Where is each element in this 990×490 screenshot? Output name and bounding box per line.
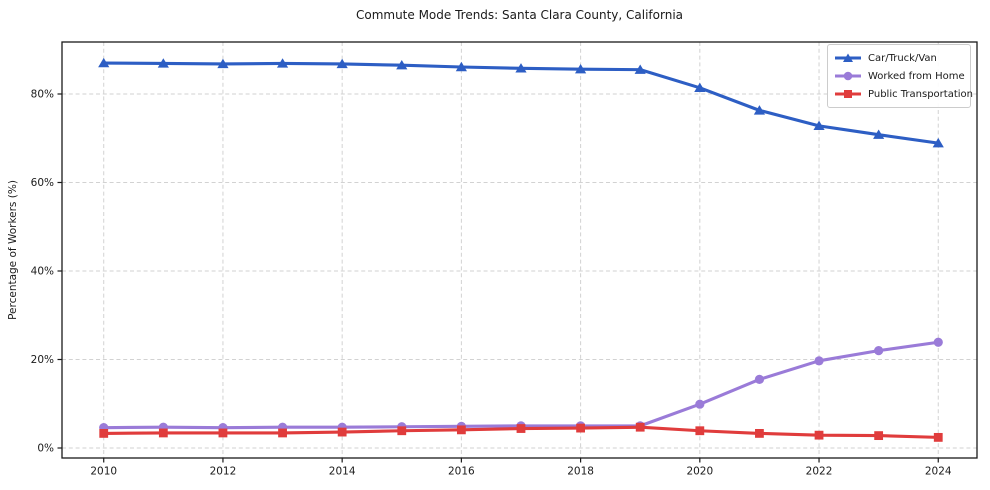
chart-title: Commute Mode Trends: Santa Clara County,… xyxy=(355,8,684,22)
x-tick-label: 2020 xyxy=(686,466,713,478)
data-point-marker xyxy=(515,63,527,73)
x-tick-label: 2022 xyxy=(806,466,833,478)
data-point-marker xyxy=(933,337,943,347)
data-point-marker xyxy=(932,137,944,148)
axes-spines xyxy=(61,41,978,459)
legend-label: Public Transportation xyxy=(868,88,973,100)
data-point-marker xyxy=(814,430,824,440)
series-line-car-truck-van xyxy=(102,61,940,145)
data-point-marker xyxy=(396,60,408,70)
data-point-marker xyxy=(217,58,229,69)
data-point-marker xyxy=(218,428,228,438)
data-point-marker xyxy=(337,427,347,437)
y-tick-label: 60% xyxy=(31,177,54,189)
circle-marker-swatch-icon xyxy=(835,71,861,81)
x-tick-label: 2018 xyxy=(567,466,594,478)
data-point-marker xyxy=(99,428,109,438)
data-point-marker xyxy=(634,64,646,74)
data-point-marker xyxy=(276,58,289,68)
square-marker-swatch-icon xyxy=(835,90,861,98)
data-point-marker xyxy=(933,432,943,442)
data-point-marker xyxy=(397,426,407,436)
x-tick-label: 2012 xyxy=(210,466,237,478)
data-point-marker xyxy=(576,423,585,433)
x-tick-label: 2014 xyxy=(329,466,356,478)
data-point-marker xyxy=(455,61,467,72)
data-point-marker xyxy=(336,58,348,69)
data-point-marker xyxy=(753,105,766,115)
data-point-marker xyxy=(873,129,885,139)
y-tick-label: 80% xyxy=(31,89,54,101)
data-point-marker xyxy=(813,120,825,131)
legend-item-car-truck-van: Car/Truck/Van xyxy=(834,49,964,67)
data-point-marker xyxy=(157,58,169,68)
legend: Car/Truck/Van Worked from Home Public Tran… xyxy=(827,44,973,108)
data-point-marker xyxy=(694,82,706,92)
x-tick-label: 2010 xyxy=(90,466,117,478)
y-tick-label: 40% xyxy=(31,266,54,278)
data-point-marker xyxy=(695,399,705,409)
data-point-marker xyxy=(695,426,705,436)
data-point-marker xyxy=(635,422,645,432)
data-point-marker xyxy=(456,425,466,435)
data-point-marker xyxy=(874,431,884,441)
data-point-marker xyxy=(516,424,526,433)
data-point-marker xyxy=(755,428,764,438)
legend-item-public-transportation: Public Transportation xyxy=(834,85,973,103)
data-point-marker xyxy=(158,428,168,438)
triangle-marker-swatch-icon xyxy=(835,53,861,62)
legend-label: Car/Truck/Van xyxy=(868,52,937,64)
data-point-marker xyxy=(278,428,287,438)
data-point-marker xyxy=(98,57,110,68)
data-point-marker xyxy=(874,346,884,356)
data-point-marker xyxy=(574,64,587,74)
y-tick-label: 20% xyxy=(31,354,54,366)
data-point-marker xyxy=(754,374,765,385)
data-point-marker xyxy=(814,356,824,366)
x-tick-label: 2024 xyxy=(925,466,952,478)
legend-label: Worked from Home xyxy=(868,70,965,82)
x-tick-label: 2016 xyxy=(448,466,475,478)
series-line-worked-from-home xyxy=(102,340,940,430)
legend-item-worked-from-home: Worked from Home xyxy=(834,67,965,85)
y-tick-label: 0% xyxy=(37,443,54,455)
